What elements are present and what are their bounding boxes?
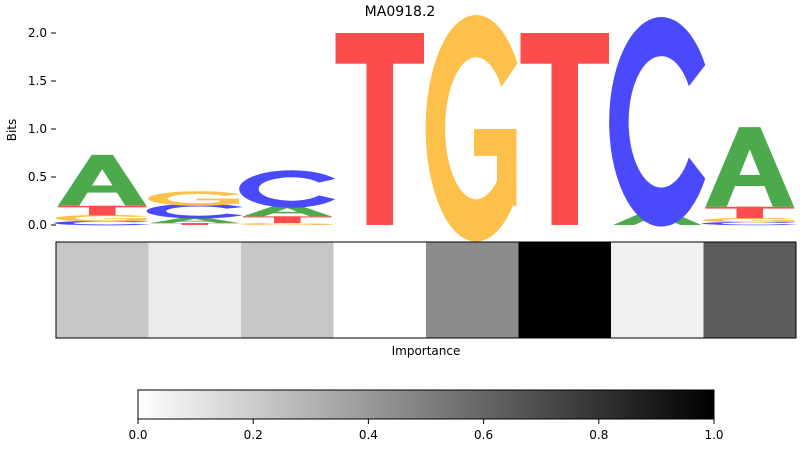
y-tick-label: 0.0: [28, 218, 47, 232]
colorbar-tick-label: 0.8: [589, 428, 608, 442]
heatmap-cell: [611, 242, 704, 338]
logo-letter-t: [520, 33, 609, 225]
heatmap-x-axis-label: Importance: [392, 344, 461, 358]
logo-y-axis: 0.0 0.5 1.0 1.5 2.0: [28, 26, 56, 232]
logo-letter-t: [58, 205, 147, 216]
logo-letter-t: [150, 223, 239, 225]
logo-letter-g: [703, 217, 795, 223]
logo-letter-c: [239, 170, 336, 208]
colorbar-tick-label: 0.4: [359, 428, 378, 442]
logo-letter-a: [243, 204, 332, 217]
heatmap-cell: [56, 242, 149, 338]
y-tick-label: 1.0: [28, 122, 47, 136]
importance-heatmap: [56, 242, 797, 338]
heatmap-cell: [148, 242, 242, 338]
colorbar-tick-label: 0.6: [474, 428, 493, 442]
logo-y-axis-label: Bits: [5, 119, 19, 142]
logo-letter-g: [241, 222, 333, 226]
y-tick-label: 2.0: [28, 26, 47, 40]
colorbar-tick-label: 1.0: [704, 428, 723, 442]
logo-letter-t: [705, 206, 794, 219]
heatmap-cell: [333, 242, 427, 338]
logo-letter-c: [54, 220, 151, 226]
heatmap-cell: [426, 242, 519, 338]
logo-letter-t: [243, 216, 332, 224]
logo-letter-a: [705, 127, 794, 207]
logo-letter-a: [58, 154, 147, 206]
heatmap-cell: [518, 242, 612, 338]
logo-letters: [54, 15, 798, 242]
colorbar-ticks: 0.0 0.2 0.4 0.6 0.8 1.0: [128, 419, 724, 442]
colorbar: [137, 389, 715, 420]
heatmap-cell: [703, 242, 797, 338]
y-tick-label: 1.5: [28, 74, 47, 88]
logo-title: MA0918.2: [365, 4, 436, 20]
colorbar-tick-label: 0.2: [244, 428, 263, 442]
logo-letter-c: [146, 203, 243, 219]
logo-letter-g: [425, 15, 518, 242]
logo-letter-g: [55, 214, 148, 222]
y-tick-label: 0.5: [28, 170, 47, 184]
colorbar-tick-label: 0.0: [128, 428, 147, 442]
heatmap-cell: [241, 242, 334, 338]
heatmap-frame: [55, 241, 797, 339]
logo-letter-g: [148, 191, 240, 206]
logo-letter-a: [150, 217, 239, 224]
logo-letter-c: [701, 221, 798, 226]
logo-letter-c: [609, 17, 706, 227]
logo-letter-t: [335, 33, 424, 225]
